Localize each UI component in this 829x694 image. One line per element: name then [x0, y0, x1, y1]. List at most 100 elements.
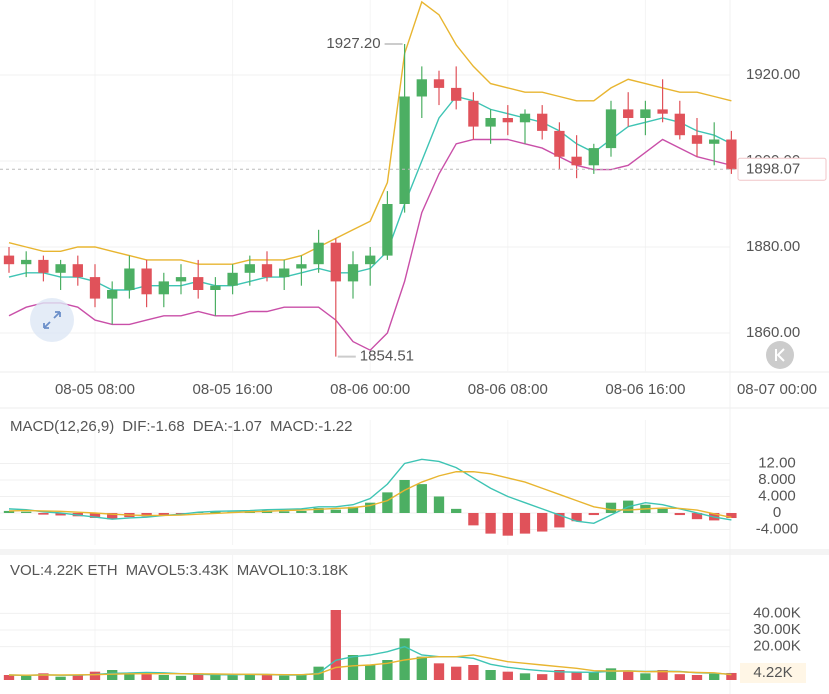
- volume-bar: [296, 674, 307, 680]
- volume-bar: [347, 655, 359, 680]
- annotation: 1854.51: [360, 348, 414, 365]
- candle-body: [279, 268, 290, 278]
- y-tick-label: 0: [773, 504, 781, 521]
- volume-bar: [657, 670, 668, 680]
- y-tick-label: 8.000: [758, 471, 796, 488]
- macd-bar: [468, 512, 479, 526]
- macd-bar: [451, 508, 462, 513]
- volume-bar: [640, 673, 651, 680]
- volume-bar: [605, 668, 617, 680]
- x-tick-label: 08-06 08:00: [468, 381, 548, 398]
- indicator-line: [8, 654, 732, 676]
- macd-bar: [279, 511, 290, 513]
- candle-body: [433, 79, 445, 88]
- macd-bar: [519, 512, 531, 534]
- volume-bar: [210, 675, 221, 680]
- macd-bar: [141, 512, 152, 517]
- volume-bar: [124, 673, 135, 680]
- candle-body: [55, 264, 66, 273]
- y-tick-label: 1920.00: [746, 66, 800, 83]
- y-tick-label: 20.00K: [753, 638, 801, 655]
- indicator-line: [8, 471, 732, 519]
- macd-bar: [691, 512, 703, 520]
- candle-body: [124, 268, 135, 290]
- volume-bar: [193, 673, 204, 680]
- legend-entry: MACD(12,26,9): [10, 418, 114, 435]
- macd-bar: [554, 512, 565, 528]
- candle-body: [554, 130, 565, 157]
- zoom-button[interactable]: [30, 298, 74, 342]
- volume-bar: [55, 676, 66, 680]
- volume-bar: [72, 675, 83, 680]
- volume-bar: [571, 671, 582, 680]
- scroll-latest-button[interactable]: [766, 341, 794, 369]
- macd-bar: [382, 492, 393, 513]
- y-tick-label: 30.00K: [753, 621, 801, 638]
- macd-bar: [674, 512, 685, 516]
- volume-bar: [158, 675, 169, 680]
- legend-entry: MAVOL10:3.18K: [237, 562, 348, 579]
- candle-body: [468, 100, 479, 127]
- volume-bar: [279, 675, 290, 680]
- y-tick-label: 1860.00: [746, 324, 800, 341]
- candle-body: [313, 242, 324, 265]
- volume-bar: [451, 666, 462, 680]
- macd-bar: [605, 502, 617, 513]
- macd-bar: [416, 484, 427, 513]
- candle-body: [330, 242, 341, 282]
- macd-bar: [89, 512, 101, 518]
- macd-bar: [210, 511, 221, 513]
- volume-bar: [3, 675, 15, 680]
- macd-bar: [726, 512, 737, 519]
- macd-bar: [537, 512, 548, 532]
- y-tick-label: 12.00: [758, 454, 796, 471]
- volume-bar: [674, 674, 685, 680]
- candle-body: [485, 117, 496, 127]
- candle-body: [21, 259, 32, 265]
- volume-bar: [726, 672, 737, 680]
- macd-bar: [296, 510, 307, 513]
- macd-bar: [433, 496, 445, 513]
- candle-body: [502, 117, 513, 123]
- volume-bar: [588, 672, 599, 680]
- legend-entry: VOL:4.22K ETH: [10, 562, 118, 579]
- y-tick-label: 40.00K: [753, 604, 801, 621]
- volume-bar: [38, 673, 49, 680]
- annotation: 1927.20: [326, 35, 380, 52]
- macd-bar: [21, 511, 32, 513]
- macd-bar: [588, 512, 599, 516]
- candle-body: [158, 281, 169, 295]
- volume-bar: [382, 660, 393, 680]
- x-tick-label: 08-06 00:00: [330, 381, 410, 398]
- candle-body: [72, 264, 83, 278]
- volume-bar: [468, 665, 479, 680]
- macd-bar: [657, 508, 668, 513]
- candle-body: [657, 109, 668, 114]
- volume-bar: [227, 675, 238, 680]
- current-price-tag: [737, 157, 827, 181]
- volume-bar: [416, 656, 427, 680]
- candle-body: [674, 113, 685, 136]
- candle-body: [365, 255, 376, 265]
- volume-bar: [107, 670, 118, 680]
- volume-bar: [175, 675, 187, 680]
- candle-body: [726, 139, 737, 170]
- volume-bar: [554, 670, 565, 680]
- candle-body: [399, 96, 410, 204]
- volume-bar: [519, 673, 531, 680]
- indicator-line: [8, 458, 732, 525]
- candle-body: [296, 264, 307, 269]
- candle-body: [451, 87, 462, 101]
- legend-entry: DEA:-1.07: [193, 418, 262, 435]
- current-volume-tag: [740, 662, 806, 683]
- x-tick-label: 08-06 16:00: [605, 381, 685, 398]
- volume-bar: [244, 674, 255, 680]
- candle-body: [89, 277, 101, 299]
- macd-bar: [347, 506, 359, 513]
- candle-body: [3, 255, 15, 265]
- macd-bar: [107, 512, 118, 520]
- volume-bar: [502, 671, 513, 680]
- x-tick-label: 08-05 08:00: [55, 381, 135, 398]
- macd-bar: [55, 512, 66, 516]
